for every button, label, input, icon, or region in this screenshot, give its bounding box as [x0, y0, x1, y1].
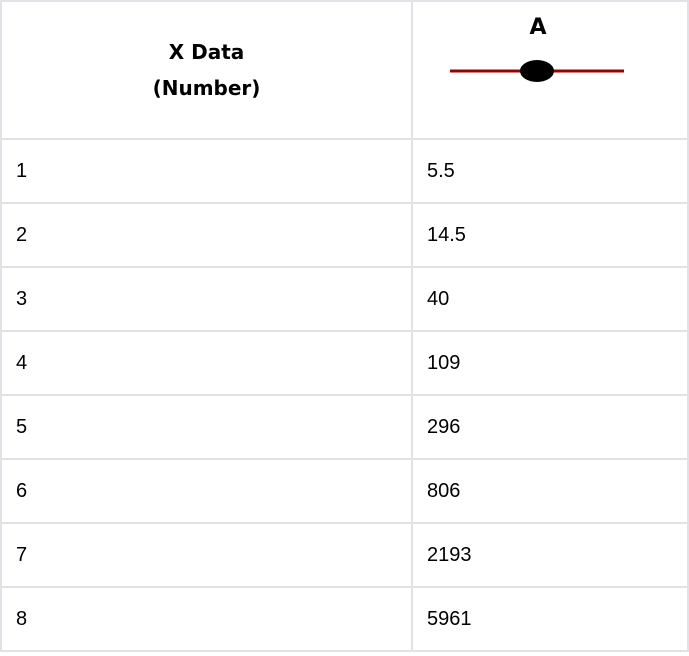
a-value-cell: 2193 — [411, 522, 689, 588]
header-line1: X Data — [168, 40, 245, 64]
a-value-cell: 14.5 — [411, 202, 689, 268]
legend-marker — [520, 60, 554, 82]
table-row: 8 5961 — [0, 586, 689, 652]
series-a-legend: A — [413, 2, 687, 138]
x-value-cell: 2 — [0, 202, 413, 268]
table-row: 4 109 — [0, 330, 689, 396]
table-row: 3 40 — [0, 266, 689, 332]
a-value-cell: 296 — [411, 394, 689, 460]
series-name: A — [529, 15, 546, 40]
legend-line-marker-icon: A — [450, 15, 624, 82]
x-data-header: X Data (Number) — [0, 0, 413, 140]
x-value-cell: 4 — [0, 330, 413, 396]
a-value-cell: 40 — [411, 266, 689, 332]
series-a-header: A — [411, 0, 689, 140]
table-row: 5 296 — [0, 394, 689, 460]
x-value-cell: 5 — [0, 394, 413, 460]
a-value-cell: 806 — [411, 458, 689, 524]
a-value-cell: 5.5 — [411, 138, 689, 204]
table-row: 6 806 — [0, 458, 689, 524]
x-value-cell: 3 — [0, 266, 413, 332]
a-value-cell: 109 — [411, 330, 689, 396]
header-line2: (Number) — [152, 76, 261, 100]
table-row: 2 14.5 — [0, 202, 689, 268]
a-value-cell: 5961 — [411, 586, 689, 652]
table-row: 7 2193 — [0, 522, 689, 588]
table-row: 1 5.5 — [0, 138, 689, 204]
x-value-cell: 7 — [0, 522, 413, 588]
header-row: X Data (Number) A — [0, 0, 689, 140]
x-value-cell: 8 — [0, 586, 413, 652]
x-value-cell: 1 — [0, 138, 413, 204]
x-value-cell: 6 — [0, 458, 413, 524]
